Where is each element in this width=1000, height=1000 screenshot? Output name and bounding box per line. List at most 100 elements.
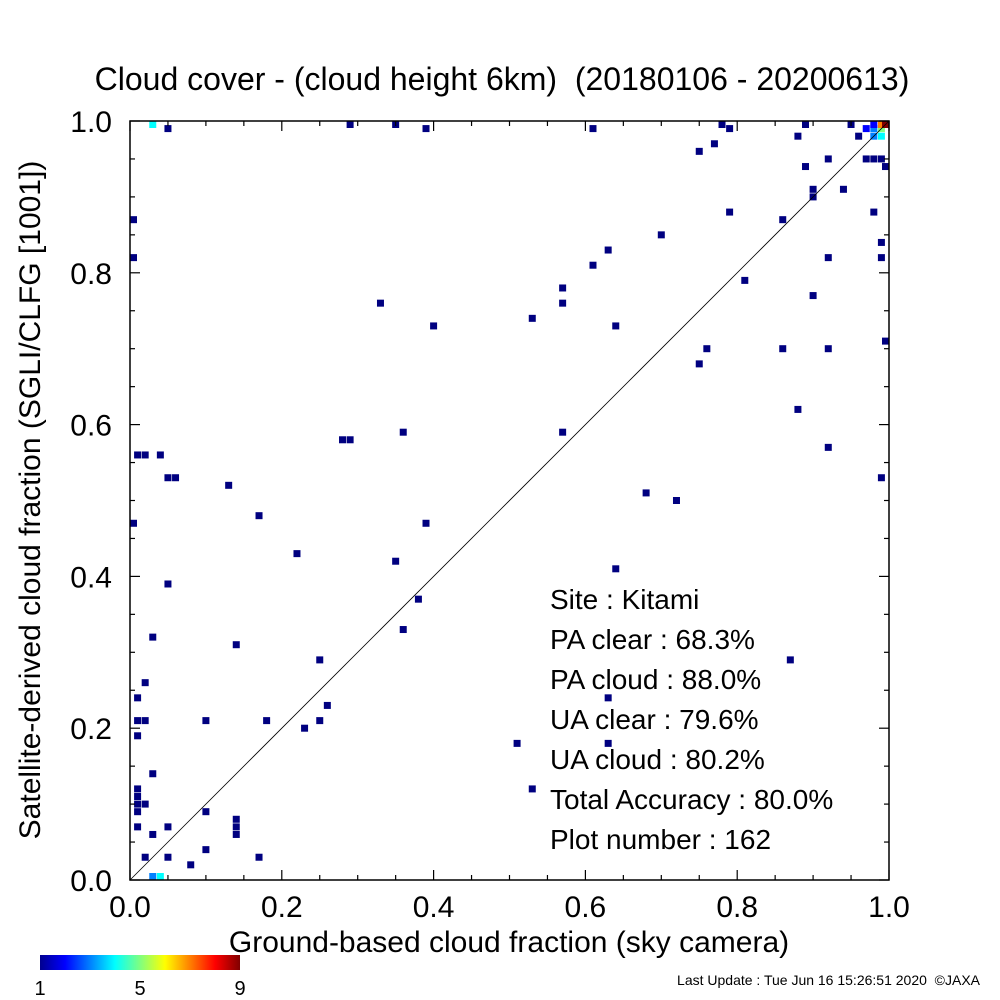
y-tick-label: 0.2 [70,713,112,746]
data-point [164,580,172,588]
data-point [824,155,832,163]
stat-line: Total Accuracy : 80.0% [550,784,833,815]
data-point [862,155,870,163]
x-tick-label: 0.2 [261,891,303,924]
data-point [399,428,407,436]
data-point [346,436,354,444]
data-point [559,428,567,436]
data-point [346,121,354,128]
data-point [528,785,536,793]
data-point [134,451,142,459]
data-point [164,823,172,831]
data-point [134,808,142,816]
data-point [559,299,567,307]
data-point [794,405,802,413]
data-point [513,739,521,747]
data-point [612,322,620,330]
data-point [141,717,149,725]
data-point [164,853,172,861]
data-point [293,550,301,558]
data-point [741,276,749,284]
stat-line: PA cloud : 88.0% [550,664,761,695]
stat-line: Site : Kitami [550,584,699,615]
stat-line: PA clear : 68.3% [550,624,755,655]
data-point [156,873,164,880]
data-point [339,436,347,444]
stats-box: Site : Kitami PA clear : 68.3% PA cloud : … [550,584,833,855]
data-point [422,125,430,133]
data-point [779,216,787,224]
data-point [255,853,263,861]
data-point [703,345,711,353]
data-point [232,815,240,823]
data-point [695,360,703,368]
data-point [149,830,157,838]
data-point [172,474,180,482]
data-point [141,800,149,808]
data-point [726,125,734,133]
colorbar [40,955,240,970]
data-point [255,512,263,520]
x-tick-label: 0.6 [565,891,607,924]
data-point [882,163,889,171]
data-point [824,254,832,262]
data-point [232,641,240,649]
data-point [870,208,878,216]
data-point [824,443,832,451]
data-point [134,800,142,808]
data-point [877,238,885,246]
y-tick-labels: 0.0 0.2 0.4 0.6 0.8 1.0 [70,106,112,898]
x-tick-labels: 0.0 0.2 0.4 0.6 0.8 1.0 [109,891,910,924]
data-point [809,185,817,193]
last-update-footer: Last Update : Tue Jun 16 15:26:51 2020 ©… [677,972,981,988]
data-point [710,140,718,148]
data-point [695,147,703,155]
data-point [134,694,142,702]
data-point [316,717,324,725]
data-point [225,481,233,489]
data-point [802,163,810,171]
data-point [430,322,438,330]
data-point [870,121,878,128]
data-point [870,155,878,163]
y-tick-label: 0.8 [70,258,112,291]
data-point [232,830,240,838]
data-point [202,808,210,816]
x-tick-label: 0.4 [413,891,455,924]
data-point [149,873,157,880]
data-point [824,345,832,353]
data-point [141,853,149,861]
data-point [316,656,324,664]
data-point [376,299,384,307]
data-point [882,337,889,345]
data-point [414,595,422,603]
data-point [202,846,210,854]
data-point [263,717,271,725]
data-point [232,823,240,831]
data-point [392,557,400,565]
y-tick-label: 0.4 [70,561,112,594]
data-point [149,121,157,128]
data-point [877,254,885,262]
data-point [130,216,137,224]
y-tick-label: 0.0 [70,865,112,898]
data-point [612,565,620,573]
data-point [877,132,885,140]
data-point [301,724,309,732]
data-point [141,451,149,459]
data-point [202,717,210,725]
data-point [862,125,870,133]
y-tick-label: 1.0 [70,106,112,139]
colorbar-max-label: 9 [234,978,245,1000]
data-point [726,208,734,216]
data-point [156,451,164,459]
stat-line: UA clear : 79.6% [550,704,759,735]
data-point [877,121,885,128]
data-point [164,474,172,482]
data-point [134,823,142,831]
data-point [130,519,137,527]
data-point [589,125,597,133]
one-to-one-line [129,120,890,881]
data-point [528,314,536,322]
